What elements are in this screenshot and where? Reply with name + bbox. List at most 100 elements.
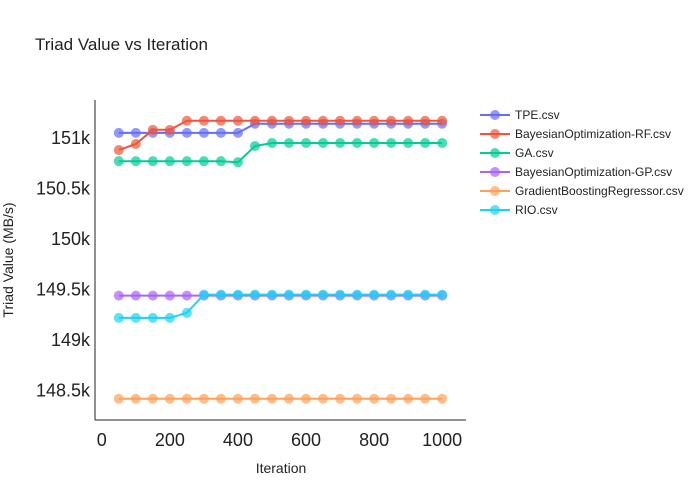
data-point-gradientboostingregressor[interactable] [198,393,209,404]
legend-item-gradientboostingregressor[interactable]: GradientBoostingRegressor.csv [480,184,684,198]
data-point-tpe[interactable] [181,127,192,138]
data-point-ga[interactable] [420,137,431,148]
data-point-bayesianoptimization-rf[interactable] [181,115,192,126]
data-point-ga[interactable] [403,137,414,148]
data-point-ga[interactable] [284,137,295,148]
data-point-bayesianoptimization-rf[interactable] [386,115,397,126]
data-point-rio[interactable] [369,289,380,300]
data-point-bayesianoptimization-rf[interactable] [437,115,448,126]
data-point-bayesianoptimization-rf[interactable] [266,115,277,126]
data-point-rio[interactable] [318,289,329,300]
data-point-ga[interactable] [198,156,209,167]
data-point-bayesianoptimization-rf[interactable] [130,138,141,149]
data-point-bayesianoptimization-rf[interactable] [318,115,329,126]
data-point-rio[interactable] [113,312,124,323]
data-point-ga[interactable] [318,137,329,148]
data-point-ga[interactable] [113,156,124,167]
data-point-bayesianoptimization-rf[interactable] [147,124,158,135]
data-point-rio[interactable] [266,289,277,300]
data-point-tpe[interactable] [215,127,226,138]
data-point-bayesianoptimization-rf[interactable] [113,145,124,156]
legend[interactable]: TPE.csv BayesianOptimization-RF.csv GA.csv… [480,108,684,217]
data-point-ga[interactable] [352,137,363,148]
data-point-rio[interactable] [352,289,363,300]
data-point-gradientboostingregressor[interactable] [147,393,158,404]
data-point-ga[interactable] [147,156,158,167]
data-point-bayesianoptimization-rf[interactable] [164,124,175,135]
data-point-rio[interactable] [403,289,414,300]
data-point-bayesianoptimization-rf[interactable] [420,115,431,126]
legend-item-bayesianoptimization-rf[interactable]: BayesianOptimization-RF.csv [480,127,671,141]
data-point-gradientboostingregressor[interactable] [386,393,397,404]
data-point-tpe[interactable] [130,127,141,138]
data-point-rio[interactable] [284,289,295,300]
data-point-tpe[interactable] [113,127,124,138]
data-point-ga[interactable] [232,157,243,168]
data-point-gradientboostingregressor[interactable] [318,393,329,404]
data-point-bayesianoptimization-rf[interactable] [369,115,380,126]
data-point-bayesianoptimization-rf[interactable] [284,115,295,126]
data-point-bayesianoptimization-gp[interactable] [164,290,175,301]
data-point-gradientboostingregressor[interactable] [181,393,192,404]
data-point-gradientboostingregressor[interactable] [335,393,346,404]
data-point-rio[interactable] [130,312,141,323]
data-point-rio[interactable] [215,289,226,300]
legend-item-bayesianoptimization-gp[interactable]: BayesianOptimization-GP.csv [480,165,672,179]
data-point-ga[interactable] [437,137,448,148]
data-point-gradientboostingregressor[interactable] [215,393,226,404]
data-point-rio[interactable] [420,289,431,300]
data-point-gradientboostingregressor[interactable] [249,393,260,404]
data-point-gradientboostingregressor[interactable] [113,393,124,404]
data-point-ga[interactable] [301,137,312,148]
data-point-gradientboostingregressor[interactable] [266,393,277,404]
data-point-gradientboostingregressor[interactable] [352,393,363,404]
data-point-bayesianoptimization-rf[interactable] [335,115,346,126]
data-point-rio[interactable] [147,312,158,323]
data-point-bayesianoptimization-gp[interactable] [113,290,124,301]
data-point-rio[interactable] [198,289,209,300]
data-point-rio[interactable] [181,307,192,318]
legend-item-tpe[interactable]: TPE.csv [480,108,560,122]
data-point-gradientboostingregressor[interactable] [232,393,243,404]
data-point-rio[interactable] [335,289,346,300]
data-point-gradientboostingregressor[interactable] [403,393,414,404]
data-point-gradientboostingregressor[interactable] [284,393,295,404]
data-point-tpe[interactable] [198,127,209,138]
data-point-ga[interactable] [249,141,260,152]
data-point-bayesianoptimization-rf[interactable] [249,115,260,126]
data-point-rio[interactable] [249,289,260,300]
data-point-ga[interactable] [335,137,346,148]
data-point-rio[interactable] [301,289,312,300]
data-point-bayesianoptimization-rf[interactable] [198,115,209,126]
data-point-tpe[interactable] [232,127,243,138]
data-point-ga[interactable] [369,137,380,148]
data-point-bayesianoptimization-rf[interactable] [215,115,226,126]
data-point-bayesianoptimization-gp[interactable] [130,290,141,301]
data-point-ga[interactable] [266,137,277,148]
data-point-rio[interactable] [437,289,448,300]
data-point-bayesianoptimization-rf[interactable] [232,115,243,126]
data-point-gradientboostingregressor[interactable] [437,393,448,404]
data-point-gradientboostingregressor[interactable] [130,393,141,404]
data-point-ga[interactable] [130,156,141,167]
data-point-gradientboostingregressor[interactable] [301,393,312,404]
data-point-gradientboostingregressor[interactable] [420,393,431,404]
data-point-bayesianoptimization-rf[interactable] [352,115,363,126]
data-point-rio[interactable] [164,312,175,323]
data-point-ga[interactable] [181,156,192,167]
y-axis-title: Triad Value (MB/s) [0,202,16,317]
data-point-rio[interactable] [232,289,243,300]
data-point-bayesianoptimization-rf[interactable] [301,115,312,126]
data-point-rio[interactable] [386,289,397,300]
data-point-bayesianoptimization-rf[interactable] [403,115,414,126]
legend-label: BayesianOptimization-GP.csv [515,165,672,179]
data-point-bayesianoptimization-gp[interactable] [181,290,192,301]
data-point-ga[interactable] [215,156,226,167]
data-point-ga[interactable] [386,137,397,148]
data-point-gradientboostingregressor[interactable] [164,393,175,404]
data-point-gradientboostingregressor[interactable] [369,393,380,404]
data-point-bayesianoptimization-gp[interactable] [147,290,158,301]
legend-item-ga[interactable]: GA.csv [480,146,554,160]
legend-item-rio[interactable]: RIO.csv [480,203,558,217]
data-point-ga[interactable] [164,156,175,167]
